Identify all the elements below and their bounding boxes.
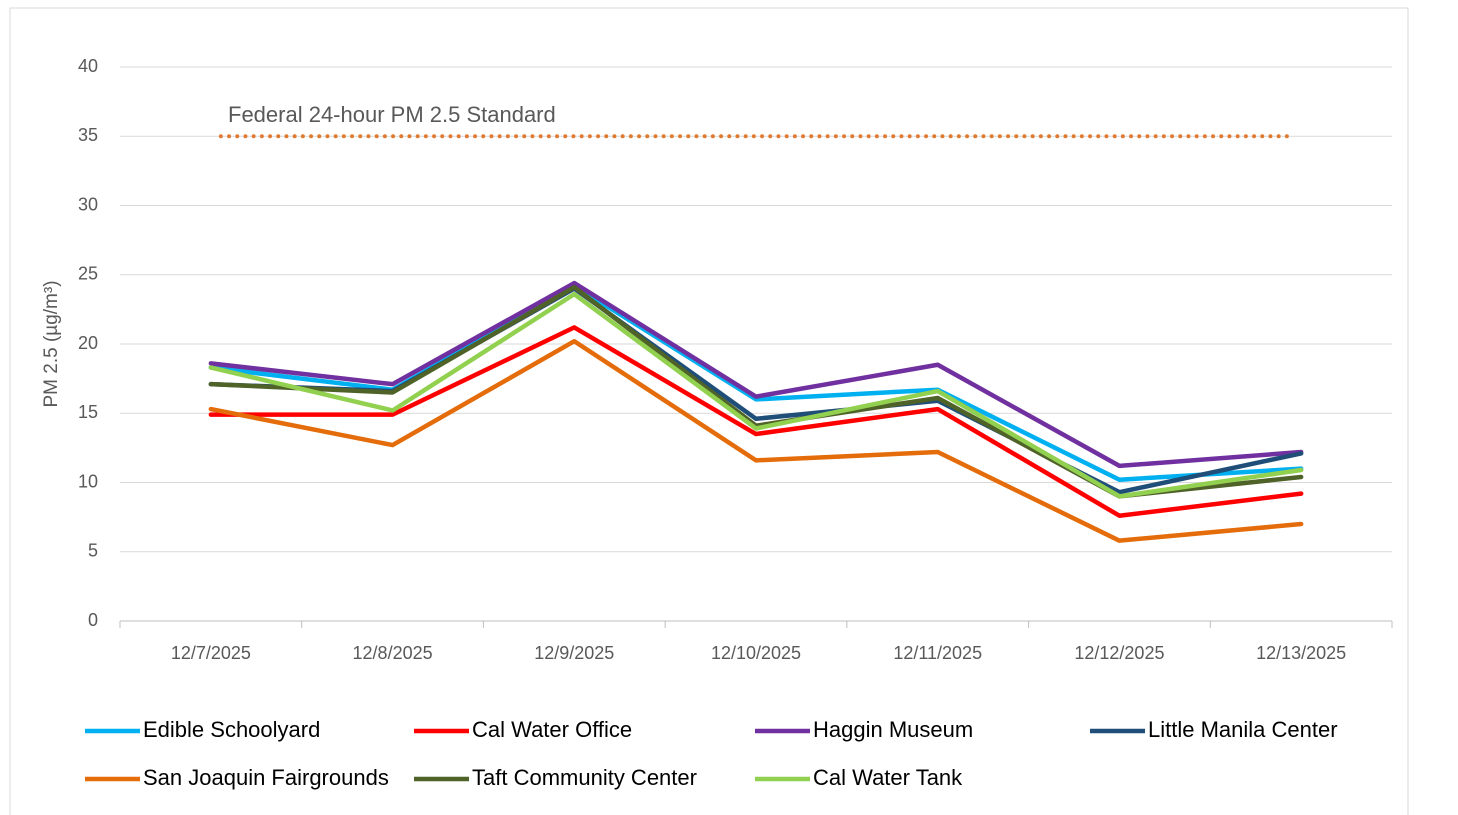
x-tick-label: 12/11/2025: [893, 643, 982, 663]
legend-label: Haggin Museum: [813, 717, 973, 742]
y-tick-label: 0: [88, 610, 98, 630]
y-tick-label: 10: [78, 471, 98, 491]
reference-label: Federal 24-hour PM 2.5 Standard: [228, 102, 556, 127]
x-tick-label: 12/9/2025: [534, 643, 614, 663]
series-line: [208, 325, 1304, 518]
legend-label: Little Manila Center: [1148, 717, 1338, 742]
x-tick-label: 12/7/2025: [171, 643, 251, 663]
y-tick-label: 20: [78, 333, 98, 353]
legend-label: Edible Schoolyard: [143, 717, 320, 742]
x-tick-label: 12/10/2025: [711, 643, 801, 663]
legend-label: San Joaquin Fairgrounds: [143, 765, 389, 790]
series-line: [208, 280, 1304, 469]
x-tick-label: 12/13/2025: [1256, 643, 1346, 663]
x-tick-label: 12/12/2025: [1074, 643, 1164, 663]
y-tick-label: 30: [78, 194, 98, 214]
series-line: [208, 338, 1304, 543]
y-tick-label: 15: [78, 402, 98, 422]
legend-label: Cal Water Tank: [813, 765, 963, 790]
series-line: [208, 291, 1304, 499]
y-tick-label: 35: [78, 125, 98, 145]
chart-frame: [9, 7, 1409, 815]
y-tick-label: 25: [78, 264, 98, 284]
legend-label: Taft Community Center: [472, 765, 697, 790]
legend-label: Cal Water Office: [472, 717, 632, 742]
y-tick-label: 5: [88, 541, 98, 561]
y-axis-label: PM 2.5 (µg/m³): [41, 280, 62, 407]
x-tick-label: 12/8/2025: [353, 643, 433, 663]
y-tick-label: 40: [78, 56, 98, 76]
